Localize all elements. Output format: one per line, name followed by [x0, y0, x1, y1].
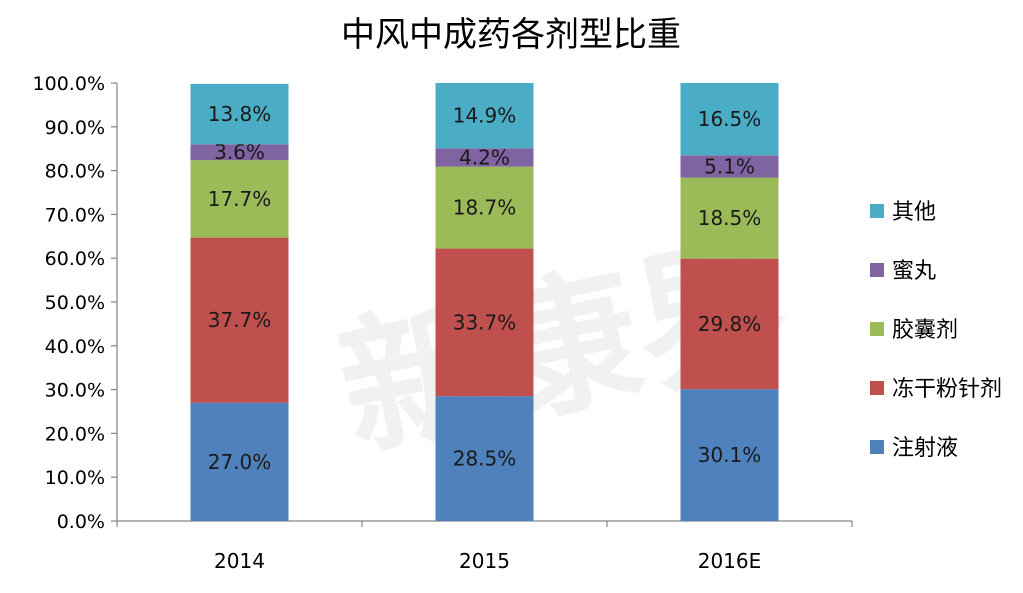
plot-area: 0.0% 10.0% 20.0% 30.0% 40.0% 50.0% 60.0% 70.0% 8…	[33, 73, 853, 573]
bar-segment	[190, 144, 289, 161]
bar-segment	[435, 83, 534, 149]
y-tick-label: 60.0%	[45, 248, 105, 270]
bar-segment	[680, 389, 779, 521]
legend-label: 其他	[892, 200, 936, 225]
y-tick-label: 90.0%	[45, 117, 105, 139]
x-tick-label: 2014	[214, 549, 265, 573]
y-tick-label: 100.0%	[33, 73, 105, 95]
bar-segment	[680, 258, 779, 390]
x-tick-label: 2016E	[698, 549, 762, 573]
data-label: 13.8%	[208, 102, 272, 126]
data-label: 27.0%	[208, 450, 272, 474]
legend-swatch	[870, 263, 884, 277]
y-tick-label: 10.0%	[45, 467, 105, 489]
data-label: 33.7%	[453, 310, 517, 334]
data-label: 14.9%	[453, 104, 517, 128]
data-label: 29.8%	[698, 312, 762, 336]
bar-segment	[190, 160, 289, 238]
data-label: 17.7%	[208, 187, 272, 211]
y-tick-label: 20.0%	[45, 423, 105, 445]
y-tick-label: 70.0%	[45, 204, 105, 226]
data-label: 16.5%	[698, 107, 762, 131]
legend-swatch	[870, 381, 884, 395]
bar-segment	[435, 148, 534, 167]
bar-segment	[435, 396, 534, 521]
bar-segment	[435, 248, 534, 397]
legend-label: 注射液	[892, 436, 958, 461]
y-tick-label: 50.0%	[45, 292, 105, 314]
bar-segment	[680, 155, 779, 178]
bar-segment	[680, 83, 779, 156]
data-label: 37.7%	[208, 308, 272, 332]
legend-label: 冻干粉针剂	[892, 377, 1002, 402]
legend-label: 蜜丸	[892, 259, 936, 284]
legend-swatch	[870, 204, 884, 218]
legend-label: 胶囊剂	[892, 318, 958, 343]
bar-segment	[190, 402, 289, 521]
y-tick-label: 40.0%	[45, 336, 105, 358]
legend-swatch	[870, 440, 884, 454]
bar-segment	[680, 177, 779, 259]
data-label: 4.2%	[459, 145, 510, 169]
data-label: 30.1%	[698, 443, 762, 467]
data-label: 18.7%	[453, 196, 517, 220]
data-label: 5.1%	[704, 154, 755, 178]
data-label: 18.5%	[698, 206, 762, 230]
y-tick-label: 0.0%	[57, 511, 105, 533]
data-label: 28.5%	[453, 447, 517, 471]
bar-segment	[190, 237, 289, 403]
y-tick-label: 80.0%	[45, 161, 105, 183]
chart-title: 中风中成药各剂型比重	[341, 15, 681, 55]
bar-segment	[190, 83, 289, 145]
legend-swatch	[870, 322, 884, 336]
bar-segment	[435, 166, 534, 249]
x-tick-label: 2015	[459, 549, 510, 573]
y-tick-label: 30.0%	[45, 380, 105, 402]
